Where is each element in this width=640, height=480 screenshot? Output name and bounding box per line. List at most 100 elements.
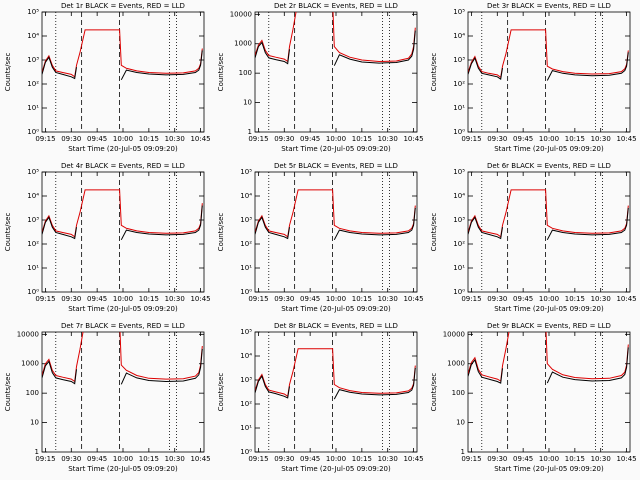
data-line <box>333 30 416 66</box>
y-tick-label: 10⁴ <box>240 192 252 200</box>
y-tick-label: 10¹ <box>240 264 252 272</box>
data-line <box>255 216 290 240</box>
x-tick-label: 10:00 <box>326 455 346 463</box>
x-tick-label: 09:30 <box>61 295 81 303</box>
y-tick-label: 10² <box>27 80 39 88</box>
data-line <box>255 348 416 398</box>
y-axis-label: Counts/sec <box>217 373 225 412</box>
x-tick-label: 09:15 <box>461 135 481 143</box>
x-tick-label: 09:30 <box>274 295 294 303</box>
x-tick-label: 10:30 <box>378 135 398 143</box>
chart-title: Det 2r BLACK = Events, RED = LLD <box>274 2 398 10</box>
y-tick-label: 10³ <box>453 216 465 224</box>
x-tick-label: 10:45 <box>616 135 636 143</box>
y-axis-label: Counts/sec <box>4 213 12 252</box>
x-tick-label: 09:45 <box>87 295 107 303</box>
chart-title: Det 4r BLACK = Events, RED = LLD <box>61 162 185 170</box>
x-tick-label: 09:15 <box>248 135 268 143</box>
panel: Det 4r BLACK = Events, RED = LLD Start Ti… <box>4 162 211 313</box>
x-tick-label: 09:15 <box>35 135 55 143</box>
x-tick-label: 09:15 <box>461 295 481 303</box>
x-tick-label: 10:30 <box>591 135 611 143</box>
chart-title: Det 1r BLACK = Events, RED = LLD <box>61 2 185 10</box>
data-line <box>546 207 629 241</box>
data-line <box>120 205 203 241</box>
y-tick-label: 10⁰ <box>453 288 465 296</box>
panel: Det 5r BLACK = Events, RED = LLD Start Ti… <box>217 162 424 313</box>
y-tick-label: 10¹ <box>27 264 39 272</box>
panel: Det 6r BLACK = Events, RED = LLD Start Ti… <box>430 162 637 313</box>
data-line <box>42 189 203 238</box>
x-tick-label: 09:30 <box>61 455 81 463</box>
data-line <box>255 41 290 65</box>
x-tick-label: 10:15 <box>565 455 585 463</box>
x-tick-label: 10:45 <box>190 295 210 303</box>
y-tick-label: 10² <box>240 240 252 248</box>
x-tick-label: 10:30 <box>165 135 185 143</box>
data-line <box>42 332 203 383</box>
y-tick-label: 10⁵ <box>27 8 39 16</box>
y-tick-label: 10⁵ <box>453 8 465 16</box>
x-tick-label: 10:15 <box>352 295 372 303</box>
x-tick-label: 10:30 <box>378 295 398 303</box>
x-tick-label: 09:15 <box>248 455 268 463</box>
data-line <box>255 12 416 63</box>
x-tick-label: 09:45 <box>513 455 533 463</box>
data-line <box>468 216 503 240</box>
x-tick-label: 09:45 <box>300 295 320 303</box>
x-tick-label: 10:15 <box>139 455 159 463</box>
y-tick-label: 1 <box>248 128 252 136</box>
plot-frame <box>467 331 631 453</box>
y-tick-label: 10000 <box>443 330 465 338</box>
x-axis-label: Start Time (20-Jul-05 09:09:20) <box>68 305 178 313</box>
panel: Det 2r BLACK = Events, RED = LLD Start Ti… <box>217 2 424 153</box>
y-axis-label: Counts/sec <box>217 213 225 252</box>
x-tick-label: 09:30 <box>487 455 507 463</box>
y-tick-label: 10⁵ <box>27 168 39 176</box>
y-tick-label: 10 <box>243 99 252 107</box>
y-tick-label: 10² <box>453 240 465 248</box>
x-tick-label: 09:15 <box>461 455 481 463</box>
data-line <box>468 56 503 80</box>
plot-frame <box>41 331 205 453</box>
x-tick-label: 09:30 <box>61 135 81 143</box>
chart-title: Det 7r BLACK = Events, RED = LLD <box>61 322 185 330</box>
x-tick-label: 10:45 <box>616 295 636 303</box>
y-tick-label: 100 <box>239 69 252 77</box>
x-axis-label: Start Time (20-Jul-05 09:09:20) <box>68 145 178 153</box>
y-tick-label: 10³ <box>27 216 39 224</box>
plot-frame <box>254 331 418 453</box>
x-tick-label: 10:45 <box>403 295 423 303</box>
y-tick-label: 10¹ <box>453 104 465 112</box>
x-tick-label: 10:15 <box>565 135 585 143</box>
plot-frame <box>467 11 631 133</box>
plot-frame <box>254 11 418 133</box>
data-line <box>42 29 203 78</box>
y-axis-label: Counts/sec <box>4 373 12 412</box>
y-tick-label: 10¹ <box>453 264 465 272</box>
data-line <box>546 52 629 81</box>
plot-frame <box>254 171 418 293</box>
y-tick-label: 10⁴ <box>27 192 39 200</box>
y-tick-label: 10² <box>240 400 252 408</box>
x-tick-label: 09:15 <box>35 295 55 303</box>
y-tick-label: 1 <box>35 448 39 456</box>
y-tick-label: 100 <box>26 389 39 397</box>
plot-frame <box>41 171 205 293</box>
y-tick-label: 10² <box>27 240 39 248</box>
y-tick-label: 10⁵ <box>453 168 465 176</box>
x-tick-label: 10:15 <box>565 295 585 303</box>
x-tick-label: 10:30 <box>591 455 611 463</box>
x-axis-label: Start Time (20-Jul-05 09:09:20) <box>494 305 604 313</box>
plot-frame <box>467 171 631 293</box>
x-tick-label: 09:45 <box>513 135 533 143</box>
y-tick-label: 10⁴ <box>240 352 252 360</box>
x-tick-label: 09:45 <box>513 295 533 303</box>
x-tick-label: 10:00 <box>326 295 346 303</box>
y-tick-label: 10⁴ <box>27 32 39 40</box>
data-line <box>468 189 629 238</box>
data-line <box>468 29 629 79</box>
data-line <box>42 56 77 80</box>
x-tick-label: 10:00 <box>113 295 133 303</box>
y-tick-label: 10¹ <box>240 424 252 432</box>
